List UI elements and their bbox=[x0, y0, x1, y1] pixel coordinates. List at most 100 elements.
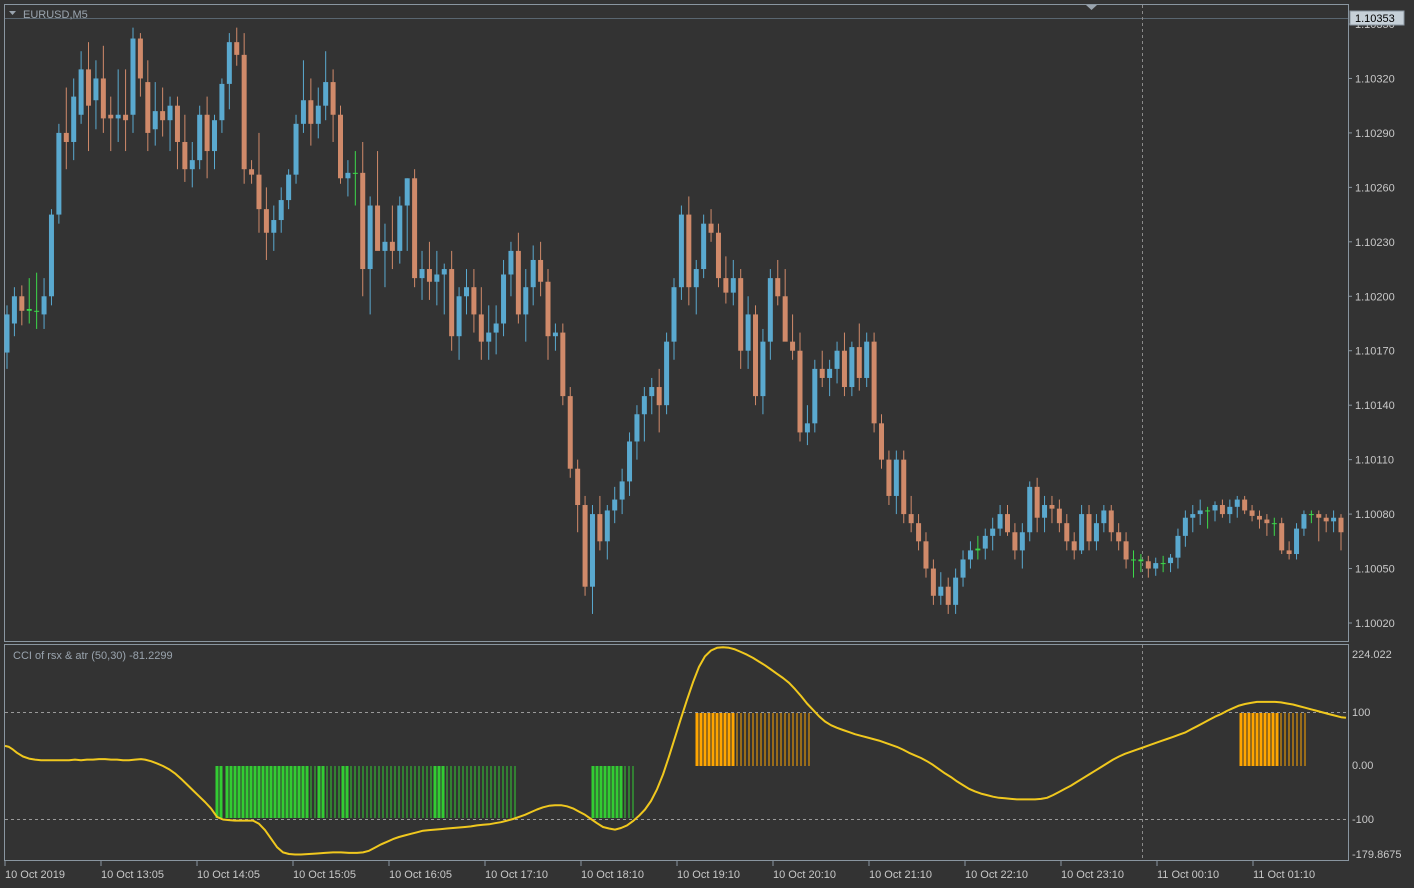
candle-body bbox=[560, 332, 566, 397]
time-axis-label: 10 Oct 13:05 bbox=[101, 869, 164, 881]
candle-body bbox=[315, 105, 321, 124]
candle-body bbox=[1182, 517, 1188, 536]
cci-histogram-high-bar bbox=[723, 713, 727, 766]
histogram-layer bbox=[215, 713, 1306, 818]
price-axis-label: 1.10200 bbox=[1355, 291, 1395, 303]
cci-histogram-high-bar bbox=[719, 713, 723, 766]
candle-body bbox=[1042, 505, 1048, 518]
candle-body bbox=[960, 559, 966, 578]
time-axis-label: 10 Oct 19:10 bbox=[677, 869, 740, 881]
candle-body bbox=[1153, 563, 1159, 569]
candle-body bbox=[515, 250, 521, 315]
cci-histogram-low-bar bbox=[506, 766, 508, 818]
candle-body bbox=[1145, 561, 1151, 569]
candle-body bbox=[441, 269, 447, 275]
time-axis[interactable]: 10 Oct 2019 10 Oct 13:05 10 Oct 14:05 10 Oc… bbox=[4, 861, 1315, 881]
cci-histogram-low-bar bbox=[281, 766, 285, 818]
candle-body bbox=[308, 100, 314, 124]
cci-histogram-low-bar bbox=[301, 766, 305, 818]
candle-body bbox=[604, 510, 610, 542]
cci-histogram-low-bar bbox=[611, 766, 615, 818]
cci-histogram-low-bar bbox=[305, 766, 309, 818]
candle-body bbox=[19, 296, 25, 311]
cci-histogram-low-bar bbox=[450, 766, 452, 818]
candle-body bbox=[982, 535, 988, 549]
cci-histogram-low-bar bbox=[410, 766, 412, 818]
cci-histogram-low-bar bbox=[233, 766, 237, 818]
price-axis-label: 1.10170 bbox=[1355, 346, 1395, 358]
candle-body bbox=[456, 296, 462, 337]
indicator-axis[interactable]: 224.022 100 0.00 -100 -179.8675 bbox=[1352, 649, 1402, 861]
candle-body bbox=[1190, 514, 1196, 518]
cci-histogram-high-bar bbox=[703, 713, 707, 766]
cci-histogram-low-bar bbox=[486, 766, 488, 818]
candle-body bbox=[641, 396, 647, 415]
candle-body bbox=[552, 332, 558, 337]
cci-histogram-low-bar bbox=[422, 766, 424, 818]
cci-histogram-high-bar bbox=[1271, 713, 1275, 766]
collapse-triangle-icon[interactable] bbox=[9, 11, 16, 15]
price-axis-label: 1.10020 bbox=[1355, 618, 1395, 630]
indicator-axis-min: -179.8675 bbox=[1352, 849, 1402, 861]
cci-histogram-low-bar bbox=[462, 766, 464, 818]
candle-body bbox=[1197, 510, 1203, 515]
candle-body bbox=[338, 114, 343, 179]
time-axis-label: 10 Oct 2019 bbox=[5, 869, 65, 881]
cci-histogram-low-bar bbox=[478, 766, 480, 818]
candle-body bbox=[419, 269, 425, 279]
cci-histogram-low-bar bbox=[237, 766, 241, 818]
candle-body bbox=[708, 223, 714, 233]
time-axis-label: 10 Oct 20:10 bbox=[773, 869, 836, 881]
shift-marker-icon[interactable] bbox=[1086, 5, 1097, 10]
candle-body bbox=[345, 172, 351, 179]
cci-histogram-low-bar bbox=[466, 766, 468, 818]
price-pane[interactable]: EURUSD,M5 bbox=[4, 4, 1349, 642]
candle-body bbox=[886, 459, 892, 496]
candle-body bbox=[1049, 505, 1055, 509]
cci-histogram-high-bar bbox=[736, 713, 738, 766]
candle-body bbox=[493, 323, 499, 333]
cci-histogram-low-bar bbox=[354, 766, 356, 818]
cci-histogram-high-bar bbox=[695, 713, 699, 766]
candle-body bbox=[634, 414, 640, 442]
time-axis-label: 10 Oct 15:05 bbox=[293, 869, 356, 881]
candle-body bbox=[1027, 486, 1033, 533]
price-axis[interactable]: 1.103501.103201.102901.102601.102301.102… bbox=[1348, 19, 1395, 630]
cci-histogram-high-bar bbox=[1284, 713, 1286, 766]
cci-histogram-low-bar bbox=[632, 766, 634, 818]
candle-body bbox=[575, 468, 581, 506]
time-axis-label: 11 Oct 01:10 bbox=[1253, 869, 1315, 881]
candle-body bbox=[219, 83, 225, 121]
candle-body bbox=[1130, 559, 1136, 561]
cci-histogram-high-bar bbox=[1243, 713, 1247, 766]
price-axis-label: 1.10110 bbox=[1355, 455, 1394, 467]
cci-histogram-high-bar bbox=[772, 713, 774, 766]
candle-body bbox=[11, 296, 17, 324]
candle-body bbox=[1160, 563, 1166, 565]
candle-body bbox=[678, 214, 684, 288]
candle-body bbox=[1301, 514, 1307, 529]
candle-body bbox=[1168, 557, 1174, 564]
candle-body bbox=[819, 368, 825, 378]
cci-histogram-low-bar bbox=[433, 766, 437, 818]
candle-body bbox=[1019, 532, 1025, 551]
cci-histogram-high-bar bbox=[699, 713, 703, 766]
candle-body bbox=[1071, 541, 1077, 551]
cci-histogram-high-bar bbox=[1267, 713, 1271, 766]
cci-histogram-high-bar bbox=[748, 713, 750, 766]
candle-body bbox=[1323, 517, 1329, 522]
cci-histogram-high-bar bbox=[1239, 713, 1243, 766]
cci-histogram-low-bar bbox=[269, 766, 273, 818]
cci-histogram-low-bar bbox=[441, 766, 445, 818]
cci-histogram-low-bar bbox=[607, 766, 611, 818]
cci-histogram-high-bar bbox=[796, 713, 798, 766]
candle-body bbox=[997, 514, 1003, 529]
candle-body bbox=[715, 232, 721, 279]
cci-histogram-low-bar bbox=[257, 766, 261, 818]
candle-body bbox=[100, 78, 106, 119]
cci-histogram-high-bar bbox=[752, 713, 754, 766]
indicator-pane[interactable]: CCI of rsx & atr (50,30) -81.2299 bbox=[4, 644, 1349, 861]
cci-histogram-high-bar bbox=[1255, 713, 1259, 766]
cci-histogram-high-bar bbox=[1275, 713, 1279, 766]
